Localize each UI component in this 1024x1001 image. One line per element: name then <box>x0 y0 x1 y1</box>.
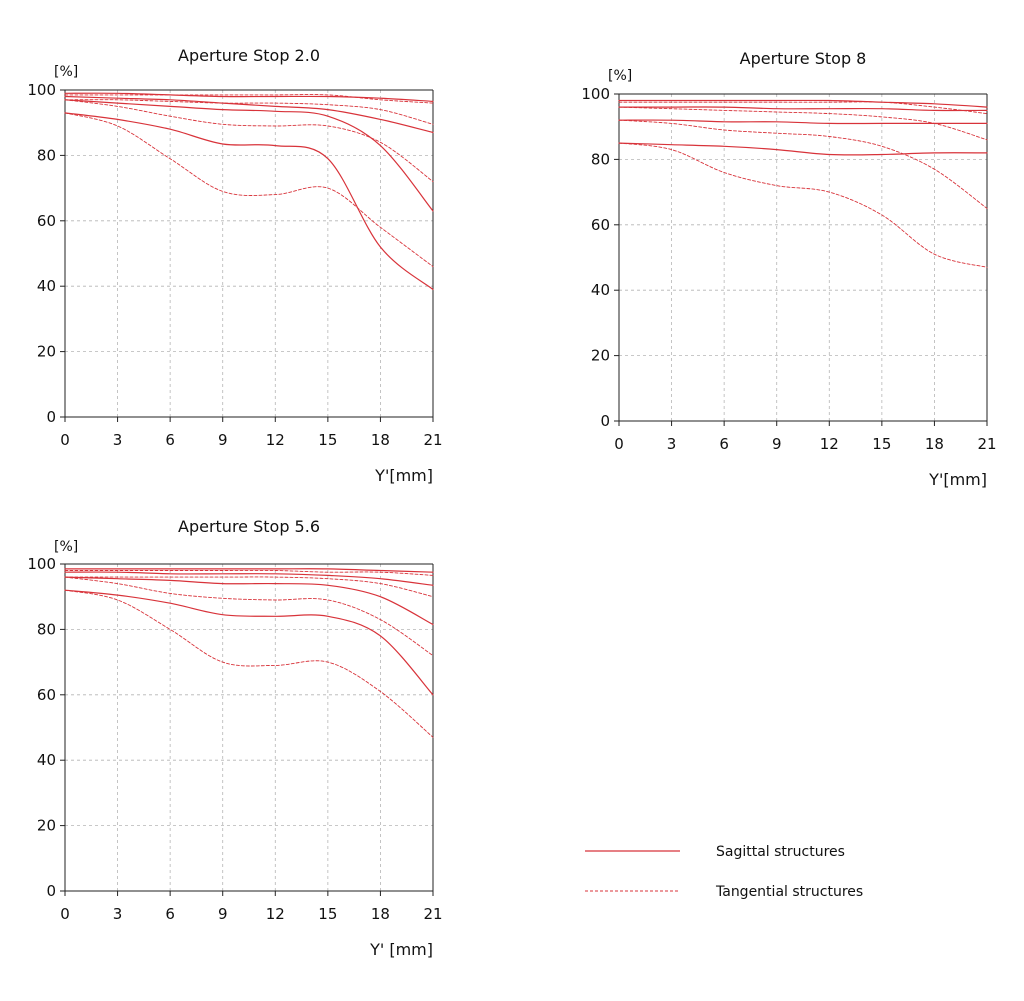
x-axis-label: Y'[mm] <box>374 466 433 485</box>
y-axis-unit-label: [%] <box>54 539 78 555</box>
sagittal-series-line <box>618 119 988 125</box>
mtf-chart-aperture-8: Aperture Stop 8 [%] 0 20 40 60 80 100 0 3 6 9 12 15 18… <box>581 49 996 489</box>
x-tick-label: 15 <box>318 905 337 923</box>
y-tick-label: 100 <box>581 85 610 103</box>
chart-title: Aperture Stop 5.6 <box>178 517 320 536</box>
sagittal-series-line <box>64 99 434 212</box>
legend-label: Sagittal structures <box>716 844 845 860</box>
sagittal-series-line <box>618 142 988 156</box>
x-tick-label: 3 <box>113 431 123 449</box>
sagittal-series-line <box>64 112 434 291</box>
x-axis-label: Y' [mm] <box>369 940 433 959</box>
chart-title: Aperture Stop 2.0 <box>178 46 320 65</box>
x-tick-label: 21 <box>977 435 996 453</box>
sagittal-series-line <box>64 95 434 134</box>
y-tick-label: 40 <box>37 751 56 769</box>
x-tick-label: 6 <box>719 435 729 453</box>
x-tick-label: 0 <box>60 905 70 923</box>
y-tick-label: 60 <box>591 216 610 234</box>
grid <box>65 90 434 418</box>
x-tick-label: 9 <box>218 431 228 449</box>
x-tick-label: 21 <box>423 905 442 923</box>
sagittal-series-line <box>618 106 988 112</box>
chart-legend: Sagittal structures Tangential structures <box>585 844 863 900</box>
x-tick-label: 12 <box>266 431 285 449</box>
x-tick-label: 0 <box>614 435 624 453</box>
x-tick-label: 6 <box>165 431 175 449</box>
y-tick-label: 80 <box>37 146 56 164</box>
y-tick-label: 60 <box>37 686 56 704</box>
x-tick-label: 15 <box>872 435 891 453</box>
y-tick-label: 100 <box>27 81 56 99</box>
tangential-series-line <box>618 101 988 115</box>
x-tick-label: 3 <box>667 435 677 453</box>
tangential-series-line <box>64 99 434 125</box>
sagittal-series-line <box>64 568 434 573</box>
y-tick-label: 80 <box>591 150 610 168</box>
x-tick-label: 21 <box>423 431 442 449</box>
y-tick-label: 40 <box>591 281 610 299</box>
y-tick-label: 20 <box>37 817 56 835</box>
x-tick-label: 3 <box>113 905 123 923</box>
y-tick-label: 20 <box>591 347 610 365</box>
y-axis-unit-label: [%] <box>608 68 632 84</box>
x-tick-label: 6 <box>165 905 175 923</box>
tangential-series-line <box>618 119 988 209</box>
x-tick-label: 12 <box>266 905 285 923</box>
tangential-series-line <box>64 99 434 183</box>
mtf-chart-aperture-2: Aperture Stop 2.0 [%] 0 20 40 60 80 100 0 3 6 9 12 15… <box>27 46 442 485</box>
x-tick-label: 0 <box>60 431 70 449</box>
legend-label: Tangential structures <box>715 884 863 900</box>
x-tick-label: 9 <box>772 435 782 453</box>
sagittal-series-line <box>64 92 434 102</box>
chart-title: Aperture Stop 8 <box>740 49 867 68</box>
y-tick-label: 60 <box>37 212 56 230</box>
tangential-series-line <box>64 112 434 268</box>
y-tick-label: 0 <box>46 882 56 900</box>
y-tick-label: 0 <box>600 412 610 430</box>
tangential-series-line <box>618 106 988 141</box>
y-tick-label: 40 <box>37 277 56 295</box>
sagittal-series-line <box>64 576 434 626</box>
sagittal-series-line <box>64 589 434 696</box>
tangential-series-line <box>64 589 434 738</box>
mtf-chart-aperture-5-6: Aperture Stop 5.6 [%] 0 20 40 60 80 100 0 3 6 9 12 15… <box>27 517 442 959</box>
x-tick-label: 12 <box>820 435 839 453</box>
x-tick-label: 9 <box>218 905 228 923</box>
y-tick-label: 20 <box>37 343 56 361</box>
tangential-series-line <box>64 569 434 576</box>
y-tick-label: 80 <box>37 620 56 638</box>
sagittal-series-line <box>64 571 434 586</box>
x-tick-label: 15 <box>318 431 337 449</box>
x-tick-label: 18 <box>925 435 944 453</box>
y-tick-label: 100 <box>27 555 56 573</box>
y-axis-unit-label: [%] <box>54 64 78 80</box>
y-tick-label: 0 <box>46 408 56 426</box>
x-tick-label: 18 <box>371 431 390 449</box>
grid <box>619 94 988 422</box>
x-axis-label: Y'[mm] <box>928 470 987 489</box>
tangential-series-line <box>64 576 434 657</box>
tangential-series-line <box>64 94 434 104</box>
x-tick-label: 18 <box>371 905 390 923</box>
sagittal-series-line <box>618 99 988 108</box>
tangential-series-line <box>64 576 434 598</box>
grid <box>65 564 434 892</box>
tangential-series-line <box>618 142 988 268</box>
